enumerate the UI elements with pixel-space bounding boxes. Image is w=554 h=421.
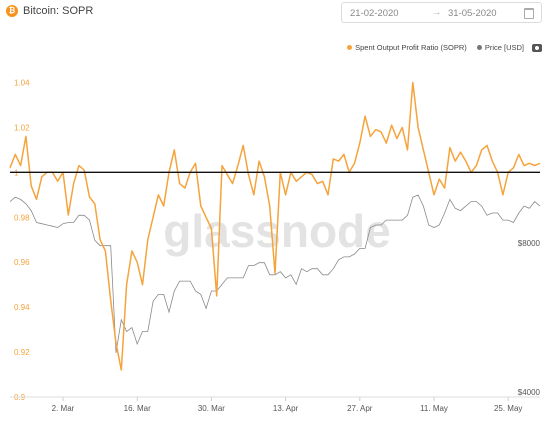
y-left-tick-label: 0.92 xyxy=(14,348,30,357)
chart-title: Bitcoin: SOPR xyxy=(23,5,94,17)
legend-item-sopr[interactable]: Spent Output Profit Ratio (SOPR) xyxy=(347,43,467,52)
legend-dot-price xyxy=(476,45,482,50)
chart-header: ₿ Bitcoin: SOPR 21-02-2020 → 31-05-2020 xyxy=(0,0,554,28)
arrow-right-icon: → xyxy=(432,7,442,18)
title-wrap: ₿ Bitcoin: SOPR xyxy=(6,5,93,17)
x-tick-label: 2. Mar xyxy=(52,404,75,413)
bitcoin-icon: ₿ xyxy=(6,5,18,17)
legend-dot-sopr xyxy=(347,45,353,50)
y-right-tick-label: $8000 xyxy=(518,239,541,248)
x-tick-label: 16. Mar xyxy=(124,404,151,413)
date-range-picker[interactable]: 21-02-2020 → 31-05-2020 xyxy=(341,2,542,23)
date-start-input[interactable]: 21-02-2020 xyxy=(350,8,399,19)
x-tick-label: 27. Apr xyxy=(347,404,373,413)
calendar-icon[interactable] xyxy=(524,8,534,19)
x-tick-label: 13. Apr xyxy=(273,404,299,413)
legend-label-price: Price [USD] xyxy=(484,43,524,52)
y-left-tick-label: 0.94 xyxy=(14,303,30,312)
y-left-tick-label: 1.04 xyxy=(14,78,30,87)
y-right-tick-label: $4000 xyxy=(518,388,541,397)
legend-item-price[interactable]: Price [USD] xyxy=(476,43,524,52)
x-tick-label: 11. May xyxy=(420,404,448,413)
y-left-tick-label: 0.98 xyxy=(14,213,30,222)
sopr-series-line xyxy=(9,81,541,371)
price-series-line xyxy=(9,194,541,353)
legend: Spent Output Profit Ratio (SOPR) Price [… xyxy=(337,43,542,52)
x-tick-label: 30. Mar xyxy=(198,404,225,413)
camera-icon[interactable] xyxy=(532,43,542,52)
legend-label-sopr: Spent Output Profit Ratio (SOPR) xyxy=(355,43,467,52)
date-end-input[interactable]: 31-05-2020 xyxy=(448,8,497,19)
y-left-tick-label: 1.02 xyxy=(14,123,30,132)
y-left-tick-label: 0.96 xyxy=(14,258,30,267)
x-tick-label: 25. May xyxy=(494,404,522,413)
